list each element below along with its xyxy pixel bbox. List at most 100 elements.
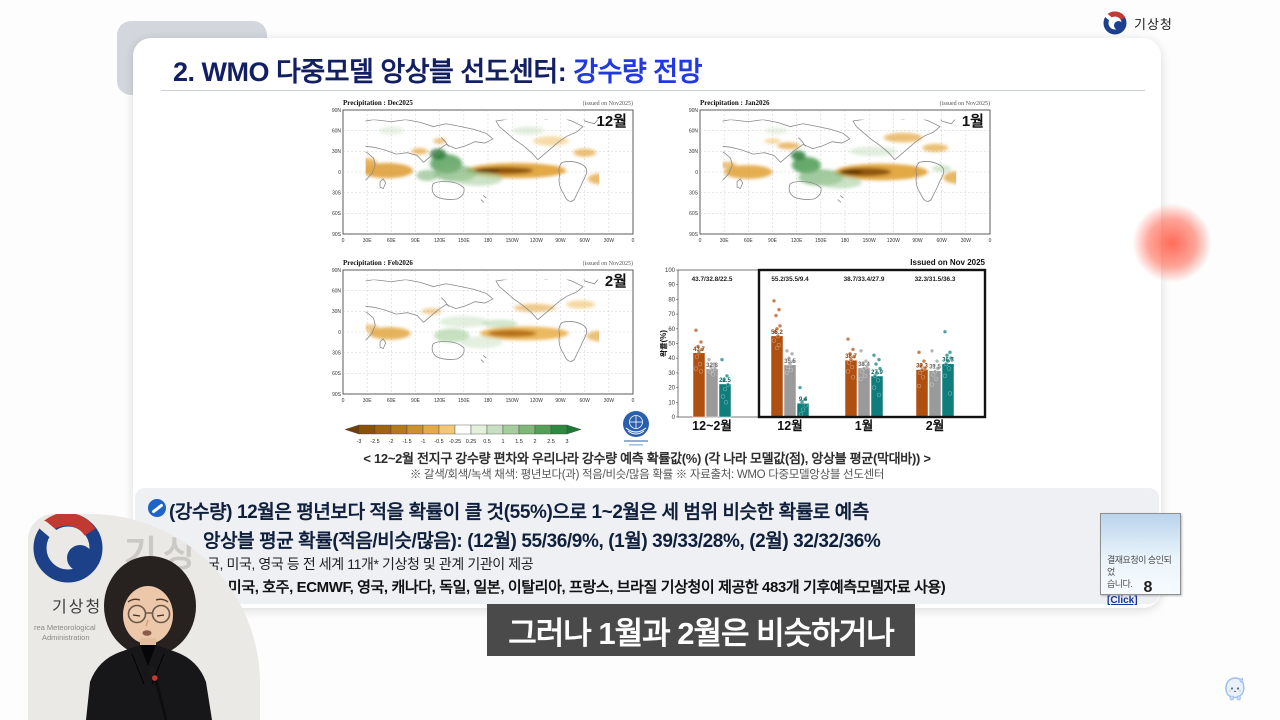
comma-bullet-icon [148, 499, 166, 517]
page-title-main: 2. WMO 다중모델 앙상블 선도센터: [173, 57, 574, 87]
map-lon-tick: 90E [411, 238, 421, 244]
chart-category-label: 2월 [926, 418, 944, 433]
map-lon-tick: 90W [555, 398, 566, 404]
map-lat-tick: 0 [695, 170, 698, 176]
map-lat-tick: 0 [338, 170, 341, 176]
model-point [725, 382, 731, 387]
model-point [871, 385, 877, 390]
chart-category-label: 1월 [855, 418, 873, 433]
model-point [916, 350, 922, 355]
model-point [948, 356, 954, 361]
model-point [772, 329, 778, 334]
wall-logo-label: 기상청 [52, 598, 102, 616]
map-lat-tick: 60S [332, 371, 342, 377]
model-point [847, 351, 853, 356]
model-point [850, 347, 856, 352]
model-point [694, 354, 700, 359]
map-title: Precipitation : Jan2026 [700, 99, 770, 107]
mascot-icon [1222, 676, 1248, 702]
model-point [848, 357, 854, 362]
map-title: Precipitation : Dec2025 [343, 99, 413, 107]
map-lon-tick: 150E [458, 398, 470, 404]
popup-click-link[interactable]: [Click] [1107, 595, 1138, 607]
approval-popup[interactable]: 결재요청이 승인되었 습니다. [Click] [1100, 513, 1181, 606]
map-lon-tick: 0 [342, 398, 345, 404]
anomaly-shading [365, 300, 600, 349]
map-lon-tick: 30E [720, 238, 730, 244]
map-lon-tick: 120W [530, 398, 543, 404]
chart-ytick: 80 [668, 297, 675, 303]
model-point [946, 366, 952, 371]
model-point [920, 375, 926, 380]
model-point [719, 357, 725, 362]
model-point [858, 376, 864, 381]
model-point [784, 348, 790, 353]
bar-value-label: 36.3 [942, 358, 954, 364]
colorbar-tick: -1 [421, 439, 426, 445]
microphone [149, 666, 168, 720]
map-lat-tick: 90S [332, 392, 342, 398]
model-point [720, 394, 726, 399]
model-point [790, 359, 796, 364]
wmo-logo [619, 410, 653, 448]
model-point [933, 376, 939, 381]
page-title-accent: 강수량 전망 [573, 57, 702, 87]
map-lat-tick: 90N [332, 108, 342, 114]
figure-caption: < 12~2월 전지구 강수량 편차와 우리나라 강수량 예측 확률값(%) (… [363, 451, 931, 466]
summary-line-2: 앙상블 평균 확률(적음/비슷/많음): (12월) 55/36/9%, (1월… [203, 531, 881, 552]
model-point [876, 392, 882, 398]
model-point [943, 362, 949, 367]
model-point [695, 344, 701, 349]
model-point [919, 367, 925, 373]
chart-ytick: 30 [668, 371, 675, 377]
chart-ytick: 70 [668, 312, 675, 318]
model-point [935, 366, 941, 371]
model-point [773, 313, 779, 318]
map-lon-tick: 60E [387, 238, 397, 244]
model-point [851, 354, 857, 359]
map-lon-tick: 0 [632, 398, 635, 404]
popup-message: 결재요청이 승인되었 습니다. [1107, 555, 1172, 590]
model-point [942, 329, 948, 334]
video-subtitle: 그러나 1월과 2월은 비슷하거나 [487, 604, 915, 656]
model-point [698, 369, 704, 374]
probability-bar-chart: Issued on Nov 2025 0 10 20 30 40 50 60 70 80 90 100… [658, 255, 992, 435]
chart-ytick: 50 [668, 342, 675, 348]
highlight-box [757, 268, 987, 419]
map-lon-tick: 150E [815, 238, 827, 244]
map-lon-tick: 120E [434, 398, 446, 404]
bar-value-label: 27.9 [871, 370, 883, 376]
summary-line-4: 국, 미국, 호주, ECMWF, 영국, 캐나다, 독일, 일본, 이탈리아,… [207, 579, 946, 596]
map-lon-tick: 90E [411, 398, 421, 404]
map-lon-tick: 60W [580, 398, 591, 404]
model-point [947, 350, 953, 355]
map-lat-tick: 90S [689, 232, 699, 238]
bar-value-label: 33.4 [858, 362, 870, 368]
model-point [774, 326, 780, 331]
wall-sub-label-1: rea Meteorological [34, 623, 96, 632]
colorbar-tick: 0.5 [483, 439, 491, 445]
model-point [693, 366, 699, 371]
model-point [871, 353, 877, 358]
map-month-label: 12월 [597, 113, 628, 130]
model-point [945, 359, 951, 364]
chart-ytick: 20 [668, 386, 675, 392]
model-point [696, 350, 702, 355]
chart-category-label: 12월 [777, 418, 802, 433]
chart-ytick: 90 [668, 283, 675, 289]
model-point [786, 356, 792, 361]
model-point [699, 347, 705, 352]
bar-value-label: 32.3 [916, 364, 928, 370]
model-point [918, 363, 924, 368]
map-lon-tick: 120E [434, 238, 446, 244]
model-point [777, 323, 783, 328]
model-point [723, 400, 729, 405]
model-point [789, 351, 795, 356]
model-point [711, 362, 717, 367]
model-point [931, 363, 937, 368]
colorbar-tick: -3 [357, 439, 362, 445]
map-lat-tick: 60N [332, 288, 342, 294]
map-lon-tick: 180 [484, 238, 493, 244]
bar-value-label: 35.5 [784, 359, 796, 365]
model-point [947, 391, 953, 396]
